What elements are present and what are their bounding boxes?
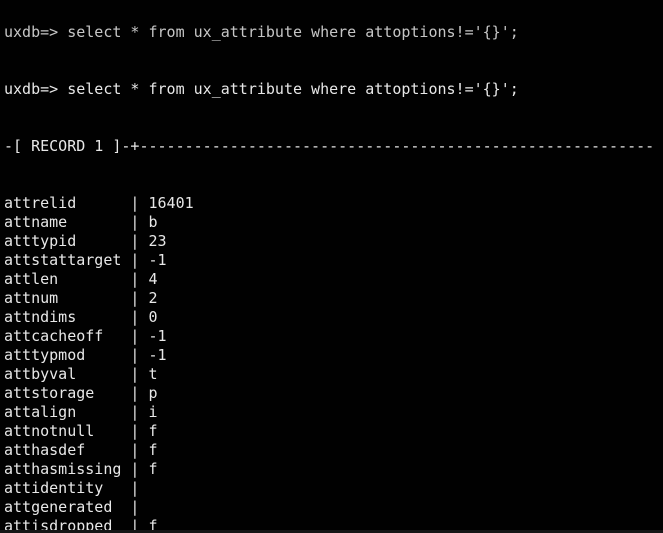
record-field-line: atthasmissing | f <box>4 460 158 478</box>
record-field-line: attgenerated | <box>4 498 140 516</box>
psql-prompt-command-line: uxdb=> select * from ux_attribute where … <box>4 80 519 98</box>
record-field-line: attstattarget | -1 <box>4 251 167 269</box>
record-field-line: attbyval | t <box>4 365 158 383</box>
record-field-line: attlen | 4 <box>4 270 158 288</box>
record-field-line: attstorage | p <box>4 384 158 402</box>
record-field-line: attname | b <box>4 213 158 231</box>
record-field-line: attalign | i <box>4 403 158 421</box>
window-bottom-edge <box>0 530 663 533</box>
record-separator-line: -[ RECORD 1 ]-+-------------------------… <box>4 137 655 155</box>
record-field-line: atttypmod | -1 <box>4 346 167 364</box>
record-field-line: atttypid | 23 <box>4 232 167 250</box>
clipped-previous-line: uxdb=> select * from ux_attribute where … <box>4 23 519 41</box>
record-field-line: atthasdef | f <box>4 441 158 459</box>
record-field-line: attndims | 0 <box>4 308 158 326</box>
record-fields: attrelid | 16401 attname | b atttypid | 23… <box>4 194 663 533</box>
record-field-line: attrelid | 16401 <box>4 194 194 212</box>
record-field-line: attisdropped | f <box>4 517 158 533</box>
record-field-line: attidentity | <box>4 479 140 497</box>
terminal-screen: uxdb=> select * from ux_attribute where … <box>4 0 663 533</box>
record-field-line: attcacheoff | -1 <box>4 327 167 345</box>
record-field-line: attnum | 2 <box>4 289 158 307</box>
record-field-line: attnotnull | f <box>4 422 158 440</box>
